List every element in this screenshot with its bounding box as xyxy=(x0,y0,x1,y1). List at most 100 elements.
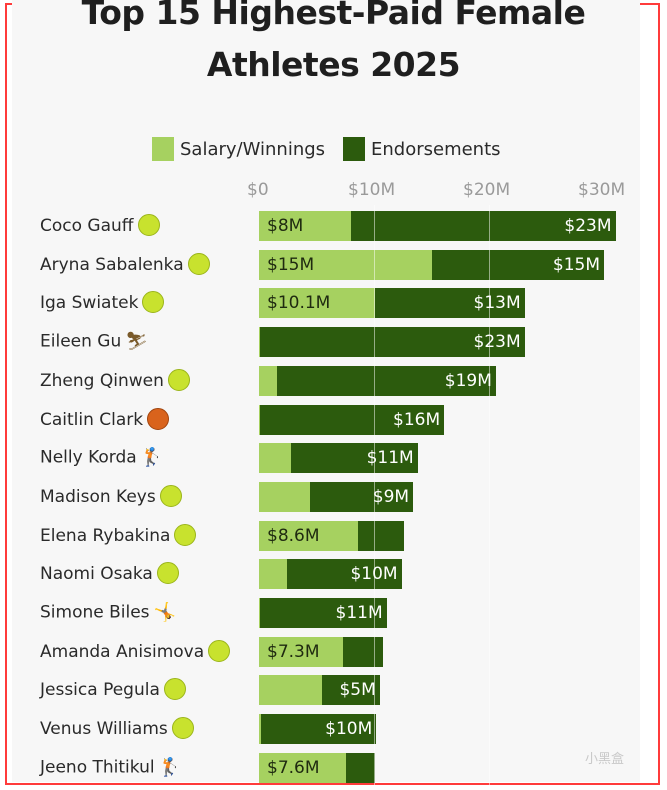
legend-endorsements-swatch xyxy=(343,137,365,161)
tennis-ball-icon xyxy=(167,368,190,391)
watermark: 小黑盒 xyxy=(585,752,625,767)
athlete-name: Eileen Gu ⛷ xyxy=(40,331,148,352)
athlete-name-text: Jeeno Thitikul xyxy=(40,757,155,778)
tennis-ball-icon xyxy=(163,678,186,701)
athlete-name: Caitlin Clark xyxy=(40,407,170,431)
athlete-name-text: Caitlin Clark xyxy=(40,409,144,430)
salary-value-label: $15M xyxy=(267,254,315,275)
salary-value-label: $8.6M xyxy=(267,525,320,546)
endorsements-value-label: $16M xyxy=(393,409,441,430)
tennis-ball-icon xyxy=(137,214,160,236)
bar-salary xyxy=(259,327,261,358)
athlete-name-text: Amanda Anisimova xyxy=(40,641,205,662)
endorsements-value-label: $5M xyxy=(339,680,376,701)
athlete-name-text: Naomi Osaka xyxy=(40,564,153,585)
tennis-ball-icon xyxy=(159,484,182,507)
athlete-name-text: Venus Williams xyxy=(40,719,168,740)
bar-endorsements xyxy=(286,559,402,590)
endorsements-value-label: $11M xyxy=(366,448,414,469)
salary-value-label: $7.6M xyxy=(267,757,320,778)
bar-salary xyxy=(259,752,347,783)
athlete-name: Amanda Anisimova xyxy=(40,639,231,663)
bar-salary xyxy=(259,598,261,628)
bar-endorsements xyxy=(431,249,604,280)
bar-endorsements xyxy=(322,675,380,706)
bar-endorsements xyxy=(309,481,414,512)
endorsements-value-label: $15M xyxy=(552,254,600,275)
basketball-icon xyxy=(147,407,170,430)
athlete-name: Jessica Pegula xyxy=(40,678,186,701)
athlete-name: Coco Gauff xyxy=(40,214,160,237)
bar-salary xyxy=(259,211,351,241)
salary-value-label: $8M xyxy=(267,216,304,236)
bar-salary xyxy=(259,365,278,396)
legend-salary-label: Salary/Winnings xyxy=(180,138,326,160)
endorsements-value-label: $23M xyxy=(564,216,612,236)
bar-endorsements xyxy=(342,636,384,667)
athlete-name: Elena Rybakina xyxy=(40,523,197,547)
bar-salary xyxy=(259,559,287,590)
athlete-name: Simone Biles 🤸 xyxy=(40,602,176,623)
bar-salary xyxy=(259,443,292,474)
athlete-name: Madison Keys xyxy=(40,484,182,508)
athlete-name-text: Zheng Qinwen xyxy=(40,370,164,391)
athlete-name-text: Iga Swiatek xyxy=(40,293,139,314)
bar-endorsements xyxy=(260,598,387,628)
tennis-ball-icon xyxy=(156,562,179,585)
tennis-ball-icon xyxy=(208,639,231,662)
athlete-name-text: Jessica Pegula xyxy=(40,680,160,701)
bar-salary xyxy=(259,636,343,667)
bar-endorsements xyxy=(346,752,376,783)
tennis-ball-icon xyxy=(187,252,210,275)
athlete-name: Zheng Qinwen xyxy=(40,368,190,392)
bar-endorsements xyxy=(260,327,525,358)
endorsements-value-label: $23M xyxy=(473,332,521,353)
endorsements-value-label: $11M xyxy=(335,603,383,623)
bar-endorsements xyxy=(277,365,496,396)
x-tick-label: $20M xyxy=(463,180,511,200)
legend-endorsements-label: Endorsements xyxy=(371,138,501,160)
x-tick-label: $0 xyxy=(247,180,269,200)
skier-icon: ⛷ xyxy=(125,331,149,353)
athlete-name: Nelly Korda 🏌 xyxy=(40,447,163,468)
bar-endorsements xyxy=(351,211,616,241)
athlete-name: Iga Swiatek xyxy=(40,291,165,314)
bar-salary xyxy=(259,481,310,512)
endorsements-value-label: $10M xyxy=(325,719,373,740)
golfer-icon: 🏌 xyxy=(158,756,182,778)
bar-endorsements xyxy=(260,404,445,435)
endorsements-value-label: $9M xyxy=(372,486,410,507)
athlete-name-text: Aryna Sabalenka xyxy=(40,254,184,275)
tennis-ball-icon xyxy=(171,717,194,740)
athlete-name-text: Madison Keys xyxy=(40,486,156,507)
athlete-name-text: Elena Rybakina xyxy=(40,525,171,546)
gymnast-icon: 🤸 xyxy=(153,602,176,623)
athlete-name: Jeeno Thitikul 🏌 xyxy=(40,757,181,778)
legend-salary: Salary/Winnings xyxy=(152,137,325,161)
golfer-icon: 🏌 xyxy=(140,447,164,469)
endorsements-value-label: $13M xyxy=(473,293,521,314)
salary-value-label: $10.1M xyxy=(267,293,331,314)
legend-salary-swatch xyxy=(152,137,174,161)
x-gridline xyxy=(374,205,375,785)
legend-endorsements: Endorsements xyxy=(343,137,501,161)
x-tick-label: $10M xyxy=(348,180,396,200)
endorsements-value-label: $19M xyxy=(444,370,492,391)
bar-salary xyxy=(259,675,323,706)
x-gridline xyxy=(489,205,490,785)
athlete-name-text: Coco Gauff xyxy=(40,216,134,236)
athlete-name-text: Simone Biles xyxy=(40,602,150,623)
athlete-name-text: Nelly Korda xyxy=(40,447,137,468)
bar-endorsements xyxy=(357,520,404,551)
bar-endorsements xyxy=(261,714,377,745)
bar-salary xyxy=(259,249,432,280)
bar-salary xyxy=(259,288,376,319)
chart-title-line1: Top 15 Highest-Paid Female xyxy=(81,0,586,32)
bar-salary xyxy=(259,404,261,435)
athlete-name: Aryna Sabalenka xyxy=(40,252,210,276)
bar-endorsements xyxy=(375,288,525,319)
athlete-name: Naomi Osaka xyxy=(40,562,179,585)
salary-value-label: $7.3M xyxy=(267,641,320,662)
athlete-name-text: Eileen Gu xyxy=(40,331,122,352)
bar-endorsements xyxy=(291,443,418,474)
